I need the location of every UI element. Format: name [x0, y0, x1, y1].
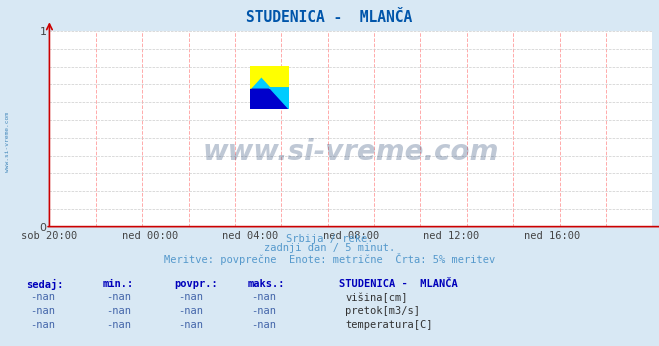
Text: -nan: -nan [251, 292, 276, 302]
Text: -nan: -nan [106, 320, 131, 330]
Text: temperatura[C]: temperatura[C] [345, 320, 433, 330]
Polygon shape [250, 66, 270, 88]
Text: -nan: -nan [30, 292, 55, 302]
Text: -nan: -nan [106, 306, 131, 316]
Text: Meritve: povprečne  Enote: metrične  Črta: 5% meritev: Meritve: povprečne Enote: metrične Črta:… [164, 253, 495, 265]
Text: maks.:: maks.: [247, 279, 285, 289]
Text: povpr.:: povpr.: [175, 279, 218, 289]
Text: www.si-vreme.com: www.si-vreme.com [5, 112, 11, 172]
Text: -nan: -nan [251, 306, 276, 316]
Text: -nan: -nan [251, 320, 276, 330]
Text: www.si-vreme.com: www.si-vreme.com [203, 138, 499, 166]
Polygon shape [250, 88, 289, 109]
Polygon shape [250, 66, 289, 88]
Text: min.:: min.: [102, 279, 133, 289]
Text: -nan: -nan [179, 292, 204, 302]
Text: STUDENICA -  MLANČA: STUDENICA - MLANČA [339, 279, 458, 289]
Text: pretok[m3/s]: pretok[m3/s] [345, 306, 420, 316]
Polygon shape [250, 88, 289, 109]
Text: višina[cm]: višina[cm] [345, 292, 408, 303]
Polygon shape [250, 66, 289, 109]
Text: -nan: -nan [106, 292, 131, 302]
Text: -nan: -nan [30, 306, 55, 316]
Text: -nan: -nan [30, 320, 55, 330]
Text: STUDENICA -  MLANČA: STUDENICA - MLANČA [246, 10, 413, 25]
Text: -nan: -nan [179, 320, 204, 330]
Text: Srbija / reke.: Srbija / reke. [286, 234, 373, 244]
Text: sedaj:: sedaj: [26, 279, 64, 290]
Text: -nan: -nan [179, 306, 204, 316]
Text: zadnji dan / 5 minut.: zadnji dan / 5 minut. [264, 243, 395, 253]
